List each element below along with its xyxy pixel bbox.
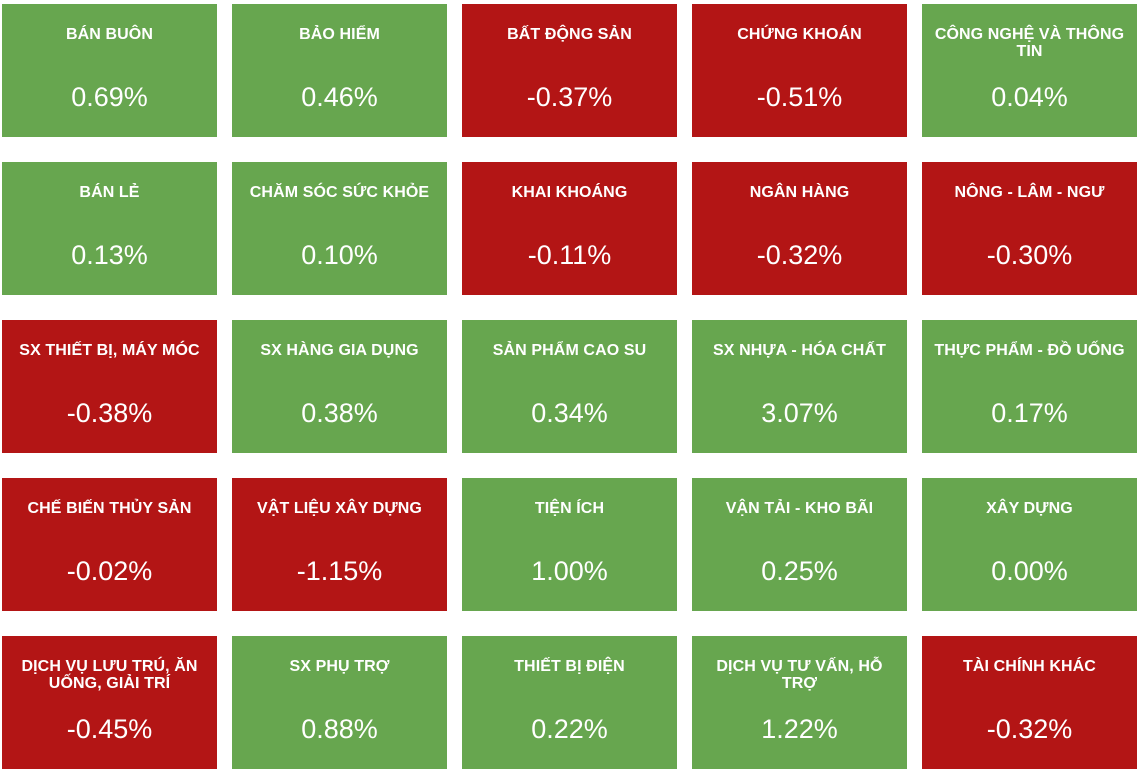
sector-tile[interactable]: VẬT LIỆU XÂY DỰNG -1.15% bbox=[232, 478, 447, 611]
sector-change-value: -0.38% bbox=[66, 398, 153, 428]
sector-tile[interactable]: NÔNG - LÂM - NGƯ -0.30% bbox=[922, 162, 1137, 295]
sector-change-value: -0.11% bbox=[527, 240, 612, 270]
sector-tile[interactable]: CHẾ BIẾN THỦY SẢN -0.02% bbox=[2, 478, 217, 611]
sector-name: CÔNG NGHỆ VÀ THÔNG TIN bbox=[934, 26, 1125, 60]
sector-change-value: -0.32% bbox=[986, 714, 1073, 744]
sector-change-value: 0.88% bbox=[301, 714, 378, 744]
sector-name: SX HÀNG GIA DỤNG bbox=[260, 342, 419, 359]
sector-tile[interactable]: XÂY DỰNG 0.00% bbox=[922, 478, 1137, 611]
sector-tile[interactable]: BẤT ĐỘNG SẢN -0.37% bbox=[462, 4, 677, 137]
sector-tile[interactable]: DỊCH VỤ TƯ VẤN, HỖ TRỢ 1.22% bbox=[692, 636, 907, 769]
sector-name: TIỆN ÍCH bbox=[534, 500, 605, 517]
sector-tile[interactable]: CHĂM SÓC SỨC KHỎE 0.10% bbox=[232, 162, 447, 295]
sector-tile[interactable]: THIẾT BỊ ĐIỆN 0.22% bbox=[462, 636, 677, 769]
sector-tile[interactable]: DỊCH VỤ LƯU TRÚ, ĂN UỐNG, GIẢI TRÍ -0.45% bbox=[2, 636, 217, 769]
sector-change-value: 0.34% bbox=[531, 398, 608, 428]
sector-name: BÁN LẺ bbox=[79, 184, 140, 201]
sector-name: VẬN TẢI - KHO BÃI bbox=[725, 500, 874, 517]
sector-tile[interactable]: VẬN TẢI - KHO BÃI 0.25% bbox=[692, 478, 907, 611]
sector-name: THIẾT BỊ ĐIỆN bbox=[514, 658, 625, 675]
sector-name: CHỨNG KHOÁN bbox=[737, 26, 862, 43]
sector-tile[interactable]: KHAI KHOÁNG -0.11% bbox=[462, 162, 677, 295]
sector-tile[interactable]: SX THIẾT BỊ, MÁY MÓC -0.38% bbox=[2, 320, 217, 453]
sector-change-value: -1.15% bbox=[296, 556, 383, 586]
sector-tile[interactable]: THỰC PHẨM - ĐỒ UỐNG 0.17% bbox=[922, 320, 1137, 453]
sector-change-value: 0.22% bbox=[531, 714, 608, 744]
sector-change-value: 1.00% bbox=[531, 556, 608, 586]
sector-change-value: 1.22% bbox=[761, 714, 838, 744]
sector-name: SX PHỤ TRỢ bbox=[289, 658, 390, 675]
sector-tile[interactable]: BÁN BUÔN 0.69% bbox=[2, 4, 217, 137]
sector-change-value: 0.10% bbox=[301, 240, 378, 270]
sector-tile[interactable]: SX PHỤ TRỢ 0.88% bbox=[232, 636, 447, 769]
sector-name: DỊCH VỤ TƯ VẤN, HỖ TRỢ bbox=[716, 658, 883, 692]
sector-change-value: 0.46% bbox=[301, 82, 378, 112]
sector-change-value: 0.38% bbox=[301, 398, 378, 428]
sector-change-value: 0.69% bbox=[71, 82, 148, 112]
sector-name: SX NHỰA - HÓA CHẤT bbox=[713, 342, 886, 359]
sector-tile[interactable]: CÔNG NGHỆ VÀ THÔNG TIN 0.04% bbox=[922, 4, 1137, 137]
sector-change-value: 0.17% bbox=[991, 398, 1068, 428]
sector-change-value: -0.02% bbox=[66, 556, 153, 586]
sector-change-value: 3.07% bbox=[761, 398, 838, 428]
sector-name: BÁN BUÔN bbox=[65, 26, 154, 43]
sector-name: KHAI KHOÁNG bbox=[511, 184, 628, 201]
sector-change-value: -0.51% bbox=[756, 82, 843, 112]
sector-tile[interactable]: SẢN PHẨM CAO SU 0.34% bbox=[462, 320, 677, 453]
sector-name: BẤT ĐỘNG SẢN bbox=[507, 26, 632, 43]
sector-change-value: 0.00% bbox=[991, 556, 1068, 586]
sector-name: BẢO HIỂM bbox=[299, 26, 380, 43]
sector-name: SX THIẾT BỊ, MÁY MÓC bbox=[19, 342, 200, 359]
sector-name: SẢN PHẨM CAO SU bbox=[492, 342, 647, 359]
sector-change-value: 0.25% bbox=[761, 556, 838, 586]
sector-change-value: 0.13% bbox=[71, 240, 148, 270]
sector-tile[interactable]: TIỆN ÍCH 1.00% bbox=[462, 478, 677, 611]
sector-tile[interactable]: BẢO HIỂM 0.46% bbox=[232, 4, 447, 137]
sector-change-value: -0.45% bbox=[66, 714, 153, 744]
sector-tile[interactable]: SX HÀNG GIA DỤNG 0.38% bbox=[232, 320, 447, 453]
sector-name: THỰC PHẨM - ĐỒ UỐNG bbox=[934, 342, 1125, 359]
sector-name: CHĂM SÓC SỨC KHỎE bbox=[249, 184, 430, 201]
sector-name: DỊCH VỤ LƯU TRÚ, ĂN UỐNG, GIẢI TRÍ bbox=[21, 658, 198, 692]
sector-change-value: 0.04% bbox=[991, 82, 1068, 112]
sector-name: NÔNG - LÂM - NGƯ bbox=[954, 184, 1105, 201]
sector-change-value: -0.37% bbox=[526, 82, 613, 112]
sector-change-value: -0.32% bbox=[756, 240, 843, 270]
sector-tile[interactable]: NGÂN HÀNG -0.32% bbox=[692, 162, 907, 295]
sector-change-value: -0.30% bbox=[986, 240, 1073, 270]
sector-tile[interactable]: TÀI CHÍNH KHÁC -0.32% bbox=[922, 636, 1137, 769]
sector-tile[interactable]: SX NHỰA - HÓA CHẤT 3.07% bbox=[692, 320, 907, 453]
sector-tile[interactable]: BÁN LẺ 0.13% bbox=[2, 162, 217, 295]
sector-name: TÀI CHÍNH KHÁC bbox=[963, 658, 1096, 675]
sector-name: CHẾ BIẾN THỦY SẢN bbox=[27, 500, 192, 517]
sector-name: XÂY DỰNG bbox=[986, 500, 1073, 517]
sector-name: NGÂN HÀNG bbox=[749, 184, 850, 201]
sector-heatmap-grid: BÁN BUÔN 0.69% BẢO HIỂM 0.46% BẤT ĐỘNG SẢN -0… bbox=[2, 4, 1137, 769]
sector-tile[interactable]: CHỨNG KHOÁN -0.51% bbox=[692, 4, 907, 137]
sector-name: VẬT LIỆU XÂY DỰNG bbox=[257, 500, 422, 517]
